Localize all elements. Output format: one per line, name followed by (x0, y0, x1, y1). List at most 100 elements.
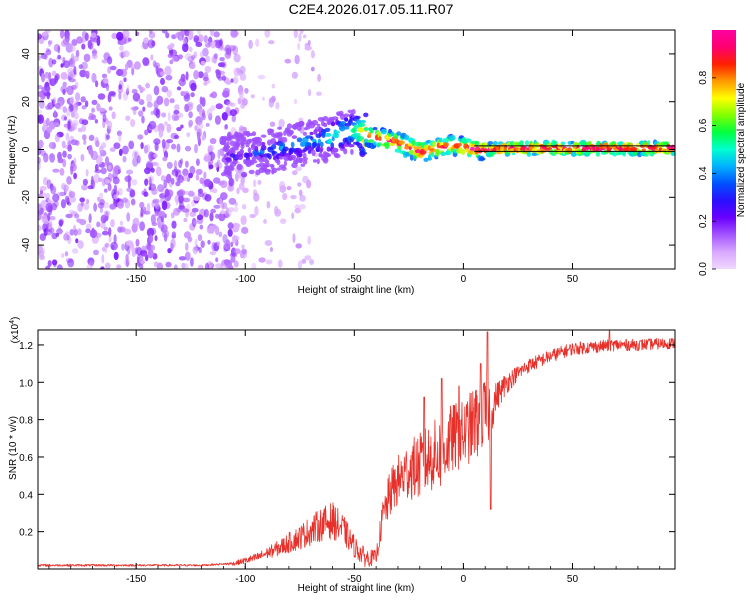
spectrogram-cell (93, 173, 100, 184)
spectrogram-cell (71, 119, 79, 126)
spectrogram-cell (194, 238, 198, 247)
spectrogram-ridge-cell (344, 117, 349, 122)
chart-title: C2E4.2026.017.05.11.R07 (289, 1, 454, 17)
spectrogram-cell (138, 110, 144, 117)
spectrogram-cell (109, 203, 117, 210)
spectrogram-cell (236, 187, 240, 195)
y-tick-label: 20 (21, 96, 32, 108)
spectrogram-ridge-cell (268, 128, 275, 133)
spectrogram-ridge-cell (622, 150, 627, 157)
spectrogram-cell (158, 129, 164, 138)
spectrogram-cell (197, 188, 203, 194)
spectrogram-cell (188, 111, 193, 119)
y-tick-label: 1.0 (19, 378, 33, 389)
spectrogram-cell (143, 210, 151, 215)
spectrogram-cell (203, 153, 212, 163)
spectrogram-cell (75, 49, 80, 58)
spectrogram-cell (98, 107, 106, 112)
spectrogram-cell (72, 248, 79, 254)
spectrogram-cell (257, 74, 266, 80)
spectrogram-ridge-cell (343, 126, 350, 130)
spectrogram-ridge-cell (321, 131, 326, 138)
spectrogram-cell (68, 78, 76, 83)
spectrogram-cell (232, 76, 239, 84)
spectrogram-cell (161, 224, 168, 234)
spectrogram-ridge-cell (439, 137, 443, 143)
spectrogram-cell (298, 189, 303, 197)
spectrogram-cell (206, 108, 213, 118)
spectrogram-cell (209, 251, 217, 256)
spectrogram-ridge-cell (343, 113, 350, 118)
spectrogram-cell (203, 178, 212, 187)
spectrogram-ridge-cell (647, 140, 651, 146)
spectrogram-ridge-cell (237, 154, 244, 161)
spectrogram-cell (47, 40, 53, 45)
spectrogram-ridge-cell (334, 153, 341, 159)
spectrogram-ridge-cell (301, 157, 308, 161)
spectrogram-ridge-cell (251, 159, 258, 164)
spectrogram-ridge-cell (236, 143, 240, 148)
spectrogram-cell (66, 85, 74, 96)
spectrogram-cell (91, 227, 95, 237)
spectrogram-ridge-cell (299, 151, 303, 158)
spectrogram-cell (38, 109, 42, 114)
spectrogram-cell (180, 124, 184, 129)
colorbar-tick-label: 0.0 (698, 262, 709, 276)
spectrogram-cell (193, 196, 201, 202)
spectrogram-ridge-cell (269, 163, 275, 168)
spectrogram-x-axis: -150 -100 -50 0 50 (126, 30, 578, 285)
spectrogram-cell (47, 212, 51, 222)
spectrogram-cell (302, 34, 307, 39)
spectrogram-cell (154, 235, 158, 242)
spectrogram-ridge-cell (252, 156, 257, 161)
spectrogram-cell (83, 202, 90, 211)
spectrogram-ridge-cell (323, 122, 328, 128)
snr-scale-label: (x104) (9, 317, 21, 344)
spectrogram-cell (60, 30, 65, 39)
spectrogram-cell (278, 259, 283, 268)
spectrogram-cell (122, 155, 127, 163)
spectrogram-cell (167, 112, 171, 122)
spectrogram-cell (173, 160, 178, 168)
spectrogram-cell (171, 55, 179, 62)
snr-x-axis-label: Height of straight line (km) (298, 583, 415, 594)
spectrogram-cell (227, 222, 234, 230)
spectrogram-marks (38, 30, 675, 269)
spectrogram-cell (60, 63, 64, 68)
spectrogram-ridge-cell (430, 152, 435, 157)
spectrogram-cell (45, 117, 50, 127)
spectrogram-cell (153, 100, 159, 110)
spectrogram-ridge-cell (302, 159, 308, 165)
spectrogram-cell (239, 127, 247, 132)
spectrogram-ridge-cell (474, 140, 480, 146)
spectrogram-cell (182, 168, 189, 177)
spectrogram-cell (164, 121, 168, 126)
spectrogram-cell (148, 186, 152, 191)
spectrogram-cell (188, 222, 194, 231)
spectrogram-cell (213, 53, 218, 60)
spectrogram-cell (140, 142, 144, 150)
spectrogram-ridge-cell (404, 146, 410, 150)
spectrogram-cell (270, 247, 273, 252)
spectrogram-cell (291, 212, 295, 220)
spectrogram-cell (87, 39, 93, 49)
spectrogram-cell (208, 225, 215, 234)
spectrogram-ridge-cell (280, 136, 288, 143)
spectrogram-ridge-cell (396, 131, 402, 136)
spectrogram-cell (161, 86, 169, 93)
spectrogram-cell (210, 30, 215, 37)
spectrogram-cell (230, 78, 234, 83)
spectrogram-ridge-cell (334, 132, 339, 139)
spectrogram-cell (178, 78, 186, 87)
spectrogram-cell (38, 139, 44, 149)
spectrogram-cell (143, 37, 149, 44)
spectrogram-ridge-cell (408, 149, 415, 155)
spectrogram-ridge-cell (248, 169, 255, 175)
spectrogram-cell (101, 246, 106, 252)
spectrogram-cell (153, 85, 160, 96)
spectrogram-cell (66, 107, 71, 117)
spectrogram-cell (146, 202, 151, 212)
spectrogram-ridge-cell (491, 151, 497, 155)
spectrogram-cell (38, 85, 43, 90)
spectrogram-cell (102, 77, 109, 83)
